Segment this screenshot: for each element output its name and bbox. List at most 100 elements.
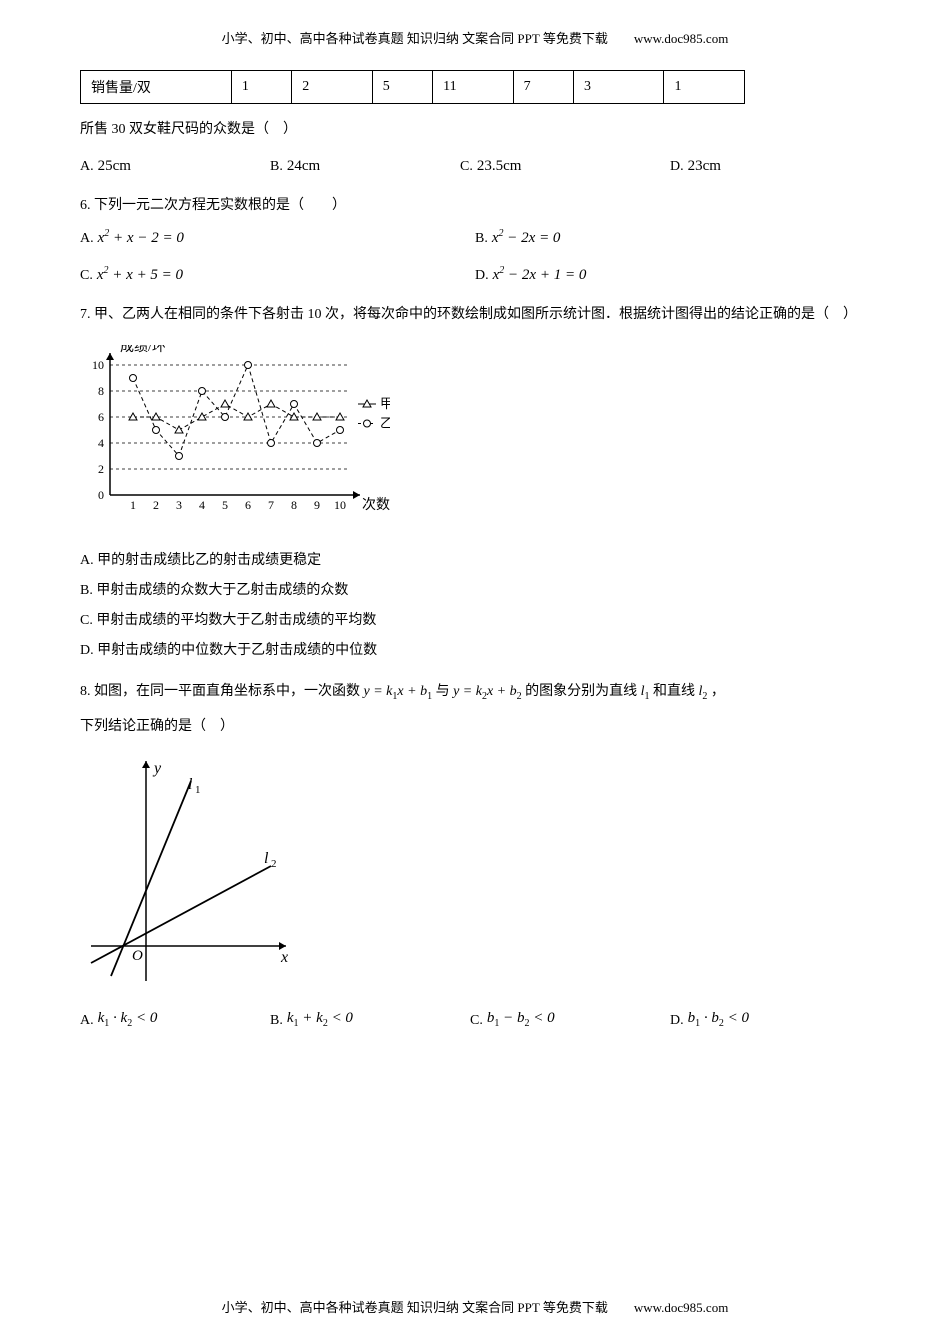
q8-eq1: y = k1x + b1	[364, 684, 433, 699]
choice-value: 23cm	[688, 158, 721, 175]
svg-text:甲: 甲	[380, 396, 390, 411]
cell: 3	[573, 71, 664, 104]
svg-text:6: 6	[98, 410, 104, 424]
choice-label: B.	[475, 231, 488, 247]
page-footer: 小学、初中、高中各种试卷真题 知识归纳 文案合同 PPT 等免费下载 www.d…	[0, 1297, 950, 1316]
q5-choice-b: B. 24cm	[270, 158, 460, 175]
q8-choice-d: D. b1 · b2 < 0	[670, 1010, 749, 1029]
q6-choice-b: B. x2 − 2x = 0	[475, 228, 560, 247]
svg-text:2: 2	[271, 858, 277, 870]
svg-text:7: 7	[268, 498, 274, 512]
svg-text:2: 2	[153, 498, 159, 512]
choice-label: B.	[270, 159, 283, 175]
svg-text:10: 10	[334, 498, 346, 512]
cell: 7	[513, 71, 573, 104]
q6-choices-row1: A. x2 + x − 2 = 0 B. x2 − 2x = 0	[80, 228, 870, 247]
choice-value: k1 · k2 < 0	[98, 1010, 158, 1029]
choice-value: x2 − 2x = 0	[492, 228, 561, 247]
choice-value: 23.5cm	[477, 158, 522, 175]
svg-text:8: 8	[98, 384, 104, 398]
svg-text:1: 1	[130, 498, 136, 512]
q8-choice-b: B. k1 + k2 < 0	[270, 1010, 470, 1029]
choice-label: A.	[80, 1013, 94, 1029]
q7-choices: A. 甲的射击成绩比乙的射击成绩更稳定 B. 甲射击成绩的众数大于乙射击成绩的众…	[80, 549, 870, 662]
choice-value: k1 + k2 < 0	[287, 1010, 353, 1029]
q8-text-line2: 下列结论正确的是（ ）	[80, 715, 870, 735]
choice-label: C.	[470, 1013, 483, 1029]
q8-mid: 与	[436, 684, 450, 699]
choice-label: D.	[475, 268, 489, 284]
page-header: 小学、初中、高中各种试卷真题 知识归纳 文案合同 PPT 等免费下载 www.d…	[0, 28, 950, 47]
q5-table: 销售量/双 1 2 5 11 7 3 1	[80, 70, 745, 104]
q8-graph: yxOl1l2	[86, 751, 306, 991]
svg-text:9: 9	[314, 498, 320, 512]
svg-text:4: 4	[98, 436, 104, 450]
choice-value: b1 − b2 < 0	[487, 1010, 555, 1029]
q5-text: 所售 30 双女鞋尺码的众数是（ ）	[80, 118, 870, 138]
svg-text:次数: 次数	[362, 497, 390, 513]
q8-choices: A. k1 · k2 < 0 B. k1 + k2 < 0 C. b1 − b2…	[80, 1010, 870, 1029]
q8-choice-c: C. b1 − b2 < 0	[470, 1010, 670, 1029]
choice-value: 25cm	[98, 158, 131, 175]
q7-text: 7. 甲、乙两人在相同的条件下各射击 10 次，将每次命中的环数绘制成如图所示统…	[80, 302, 870, 327]
q8-text: 8. 如图，在同一平面直角坐标系中，一次函数 y = k1x + b1 与 y …	[80, 679, 870, 706]
cell: 2	[292, 71, 372, 104]
q8-post1: 的图象分别为直线	[525, 684, 637, 699]
svg-text:乙: 乙	[380, 416, 390, 431]
choice-value: x2 + x + 5 = 0	[97, 265, 183, 284]
cell: 1	[231, 71, 291, 104]
svg-text:y: y	[152, 760, 162, 777]
table-row: 销售量/双 1 2 5 11 7 3 1	[81, 71, 745, 104]
q5-choice-a: A. 25cm	[80, 158, 270, 175]
svg-text:成绩/环: 成绩/环	[120, 345, 166, 355]
choice-value: x2 + x − 2 = 0	[98, 228, 184, 247]
q7-choice-a: A. 甲的射击成绩比乙的射击成绩更稳定	[80, 549, 870, 573]
svg-text:3: 3	[176, 498, 182, 512]
q8-eq2: y = k2x + b2	[453, 684, 522, 699]
q7-choice-b: B. 甲射击成绩的众数大于乙射击成绩的众数	[80, 579, 870, 603]
q6-choices-row2: C. x2 + x + 5 = 0 D. x2 − 2x + 1 = 0	[80, 265, 870, 284]
q6-choice-c: C. x2 + x + 5 = 0	[80, 265, 475, 284]
choice-value: x2 − 2x + 1 = 0	[493, 265, 587, 284]
q5-choice-d: D. 23cm	[670, 158, 721, 175]
choice-value: 24cm	[287, 158, 320, 175]
choice-label: D.	[670, 159, 684, 175]
svg-text:0: 0	[98, 488, 104, 502]
choice-label: C.	[80, 268, 93, 284]
svg-text:4: 4	[199, 498, 205, 512]
q8-l1: l1	[641, 684, 650, 699]
q5-choices: A. 25cm B. 24cm C. 23.5cm D. 23cm	[80, 158, 870, 175]
svg-text:l: l	[264, 850, 269, 867]
cell: 1	[664, 71, 745, 104]
svg-text:x: x	[280, 949, 288, 966]
content: 销售量/双 1 2 5 11 7 3 1 所售 30 双女鞋尺码的众数是（ ） …	[80, 70, 870, 1029]
q8-l2: l2	[699, 684, 708, 699]
svg-text:1: 1	[195, 784, 201, 796]
q8-choice-a: A. k1 · k2 < 0	[80, 1010, 270, 1029]
q7-choice-d: D. 甲射击成绩的中位数大于乙射击成绩的中位数	[80, 639, 870, 663]
svg-text:8: 8	[291, 498, 297, 512]
q6-text: 6. 下列一元二次方程无实数根的是（ ）	[80, 193, 870, 218]
q8-pre: 8. 如图，在同一平面直角坐标系中，一次函数	[80, 684, 360, 699]
svg-text:2: 2	[98, 462, 104, 476]
cell: 5	[372, 71, 432, 104]
svg-text:5: 5	[222, 498, 228, 512]
q7-choice-c: C. 甲射击成绩的平均数大于乙射击成绩的平均数	[80, 609, 870, 633]
row-label: 销售量/双	[81, 71, 232, 104]
choice-label: A.	[80, 231, 94, 247]
svg-text:O: O	[132, 948, 143, 964]
q8-post2: 和直线	[653, 684, 695, 699]
svg-text:10: 10	[92, 358, 104, 372]
choice-label: D.	[670, 1013, 684, 1029]
q6-choice-a: A. x2 + x − 2 = 0	[80, 228, 475, 247]
cell: 11	[433, 71, 513, 104]
q7-chart: 2 4 6 8 10 0 1 2 3 4 5 6 7 8 9 10 成绩/环次数 甲乙	[80, 345, 390, 520]
q8-end: ，	[711, 684, 725, 699]
q5-choice-c: C. 23.5cm	[460, 158, 670, 175]
choice-value: b1 · b2 < 0	[688, 1010, 749, 1029]
choice-label: C.	[460, 159, 473, 175]
svg-text:6: 6	[245, 498, 251, 512]
svg-text:l: l	[188, 776, 193, 793]
choice-label: A.	[80, 159, 94, 175]
q6-choice-d: D. x2 − 2x + 1 = 0	[475, 265, 586, 284]
